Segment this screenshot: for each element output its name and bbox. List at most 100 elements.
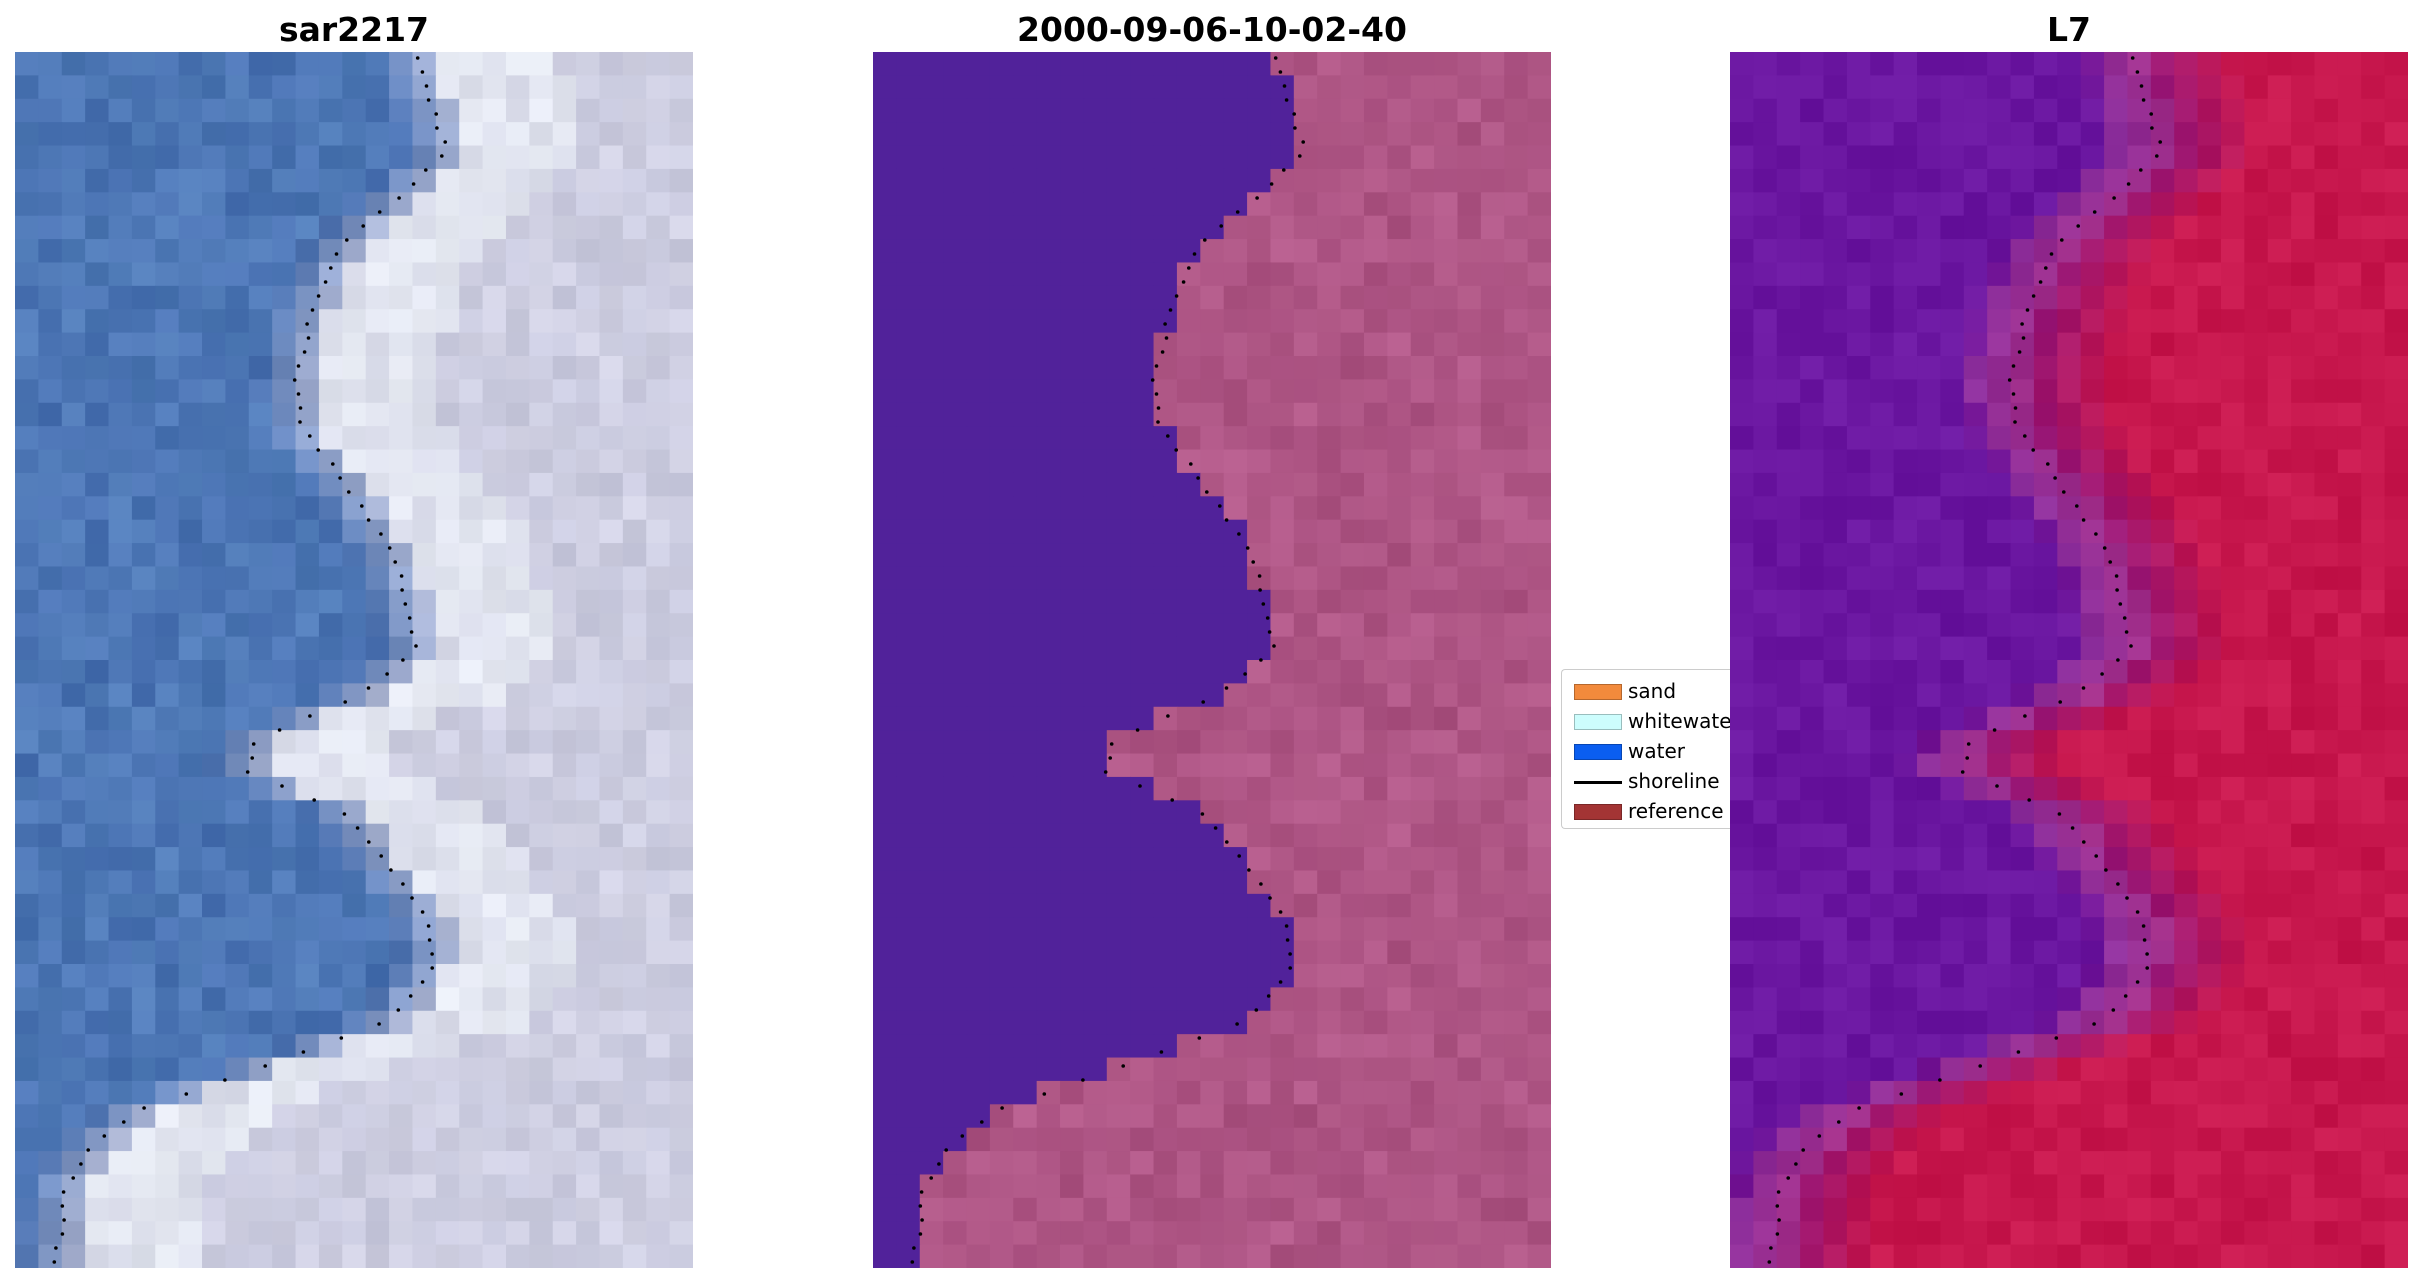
image-pixel — [1480, 1104, 1505, 1129]
image-pixel — [365, 309, 390, 334]
image-pixel — [131, 192, 156, 217]
image-pixel — [1846, 168, 1871, 193]
image-pixel — [2337, 870, 2362, 895]
shoreline-point — [2130, 56, 2135, 60]
image-pixel — [966, 309, 991, 334]
image-pixel — [576, 98, 601, 123]
image-pixel — [1823, 1010, 1848, 1035]
shoreline-point — [1767, 1260, 1772, 1264]
image-pixel — [1917, 168, 1942, 193]
image-pixel — [1527, 660, 1551, 684]
image-pixel — [552, 636, 577, 661]
image-pixel — [225, 215, 250, 240]
image-pixel — [505, 98, 530, 123]
image-pixel — [943, 309, 968, 334]
image-pixel — [1527, 402, 1551, 427]
image-pixel — [2080, 987, 2105, 1012]
image-pixel — [178, 964, 203, 988]
image-pixel — [505, 870, 530, 895]
image-pixel — [2197, 192, 2222, 217]
image-pixel — [1223, 893, 1248, 918]
shoreline-point — [367, 840, 371, 844]
image-pixel — [1987, 332, 2012, 357]
image-pixel — [459, 309, 484, 334]
image-pixel — [2361, 964, 2386, 988]
image-pixel — [1293, 1244, 1318, 1268]
image-pixel — [2127, 660, 2152, 684]
image-pixel — [1730, 449, 1754, 474]
image-pixel — [505, 893, 530, 918]
image-pixel — [1846, 215, 1871, 240]
shoreline-point — [2058, 700, 2062, 704]
shoreline-point — [86, 1148, 90, 1152]
image-pixel — [389, 964, 414, 988]
image-pixel — [412, 262, 437, 287]
image-pixel — [225, 75, 250, 100]
image-pixel — [2150, 776, 2175, 801]
image-pixel — [38, 122, 63, 147]
image-pixel — [435, 964, 460, 988]
image-pixel — [248, 426, 273, 451]
image-pixel — [873, 356, 897, 380]
image-pixel — [2010, 215, 2035, 240]
image-pixel — [459, 122, 484, 147]
image-pixel — [2337, 239, 2362, 264]
shoreline-point — [1156, 420, 1160, 424]
image-pixel — [108, 823, 133, 848]
image-pixel — [2291, 543, 2316, 568]
image-pixel — [552, 239, 577, 264]
image-pixel — [38, 917, 63, 942]
image-pixel — [1106, 706, 1131, 731]
image-pixel — [435, 356, 460, 380]
image-pixel — [2197, 1151, 2222, 1176]
image-pixel — [1893, 215, 1918, 240]
image-pixel — [1480, 426, 1505, 451]
image-pixel — [1776, 168, 1801, 193]
image-pixel — [61, 1174, 86, 1199]
image-pixel — [1013, 52, 1038, 76]
image-pixel — [529, 636, 554, 661]
image-pixel — [1363, 870, 1388, 895]
image-pixel — [1917, 332, 1942, 357]
image-pixel — [1753, 239, 1778, 264]
shoreline-point — [280, 784, 284, 788]
image-pixel — [318, 472, 343, 497]
image-pixel — [1434, 215, 1459, 240]
image-pixel — [1800, 566, 1825, 591]
image-pixel — [1083, 122, 1108, 147]
image-pixel — [2361, 449, 2386, 474]
image-pixel — [202, 519, 227, 544]
image-pixel — [482, 449, 507, 474]
image-pixel — [38, 402, 63, 427]
image-pixel — [1270, 1057, 1295, 1082]
image-pixel — [1293, 893, 1318, 918]
image-pixel — [943, 1244, 968, 1268]
image-pixel — [272, 449, 297, 474]
image-pixel — [2150, 730, 2175, 755]
shoreline-point — [2122, 616, 2127, 620]
image-pixel — [1527, 98, 1551, 123]
image-pixel — [1176, 1221, 1201, 1246]
image-pixel — [1013, 379, 1038, 404]
image-pixel — [919, 964, 944, 988]
image-pixel — [342, 285, 367, 310]
image-pixel — [202, 496, 227, 521]
image-pixel — [1730, 1034, 1754, 1059]
image-pixel — [61, 683, 86, 708]
image-pixel — [365, 589, 390, 614]
image-pixel — [2314, 1104, 2339, 1129]
shoreline-point — [310, 308, 315, 312]
image-pixel — [2033, 215, 2058, 240]
image-pixel — [482, 98, 507, 123]
image-pixel — [1527, 192, 1551, 217]
image-pixel — [919, 870, 944, 895]
shoreline-point — [420, 70, 425, 74]
image-pixel — [529, 285, 554, 310]
image-pixel — [1363, 776, 1388, 801]
image-pixel — [989, 870, 1014, 895]
image-pixel — [1870, 402, 1895, 427]
image-pixel — [459, 753, 484, 778]
image-pixel — [966, 893, 991, 918]
image-pixel — [2010, 940, 2035, 965]
image-pixel — [1176, 1057, 1201, 1082]
